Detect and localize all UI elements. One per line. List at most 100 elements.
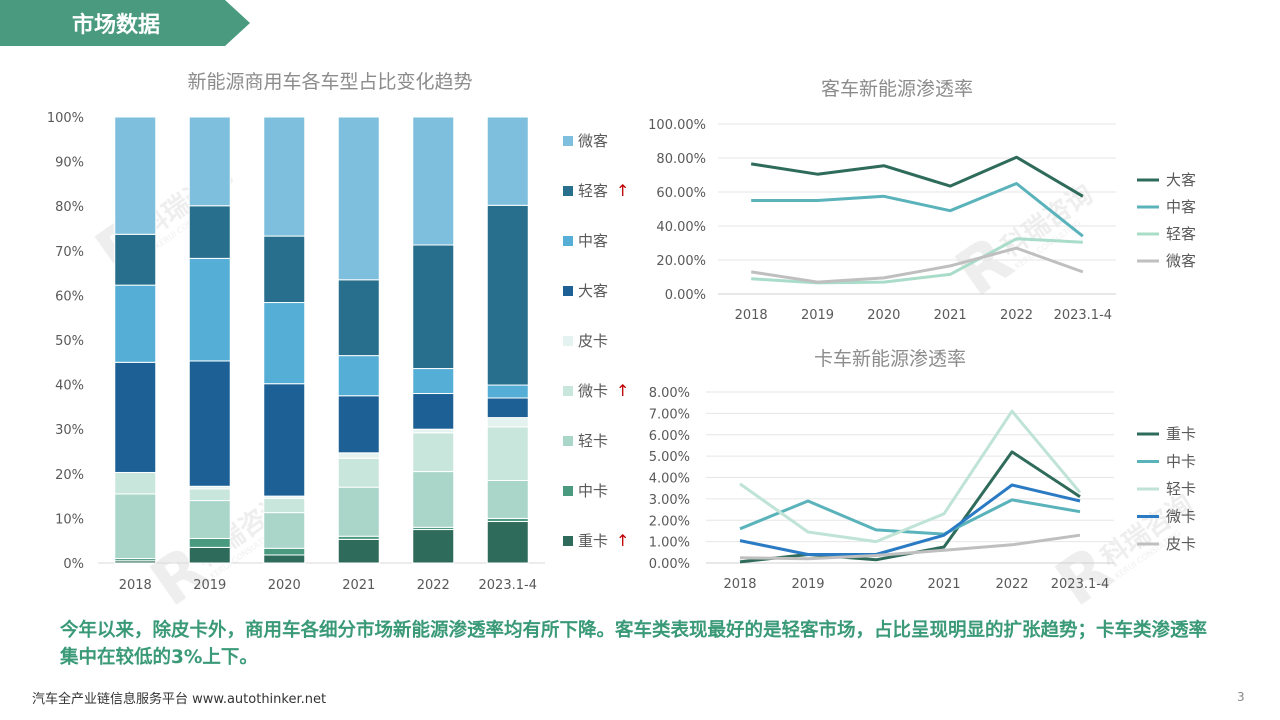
legend-swatch (563, 386, 573, 396)
legend-label: 轻客 (1166, 225, 1196, 243)
series-line (739, 409, 1082, 544)
y-tick-label: 60% (55, 289, 84, 304)
bar-segment (114, 493, 157, 560)
legend-label: 大客 (578, 282, 608, 300)
x-tick-label: 2019 (791, 577, 824, 592)
series-line (751, 237, 1083, 285)
page-number: 3 (1237, 690, 1245, 704)
y-tick-label: 40.00% (656, 220, 706, 235)
bar-segment (412, 368, 455, 395)
y-tick-label: 60.00% (656, 186, 706, 201)
y-tick-label: 0.00% (665, 288, 706, 303)
bar-segment (114, 361, 157, 473)
y-tick-label: 100% (47, 111, 84, 126)
y-tick-label: 6.00% (649, 429, 690, 444)
chart-title: 新能源商用车各车型占比变化趋势 (187, 71, 472, 93)
bar-segment (263, 383, 306, 497)
x-tick-label: 2023.1-4 (1054, 308, 1112, 323)
trend-arrow: ↑ (616, 381, 629, 400)
bar-segment (188, 500, 231, 539)
bar-segment (412, 428, 455, 434)
y-tick-label: 40% (55, 379, 84, 394)
legend-label: 重卡 (578, 532, 608, 550)
x-tick-label: 2021 (934, 308, 967, 323)
bar-segment (486, 417, 529, 428)
x-tick-label: 2018 (735, 308, 768, 323)
bar-segment (486, 116, 529, 206)
legend-swatch (563, 436, 573, 446)
chart-title: 客车新能源渗透率 (821, 78, 973, 100)
bar-segment (114, 233, 157, 286)
y-tick-label: 100.00% (648, 118, 706, 133)
bar-segment (486, 426, 529, 481)
bar-segment (337, 486, 380, 537)
y-tick-label: 3.00% (649, 493, 690, 508)
bar-segment (263, 497, 306, 514)
legend-label: 微卡 (1166, 508, 1196, 526)
legend-label: 中客 (1166, 198, 1196, 216)
y-tick-label: 30% (55, 423, 84, 438)
legend-swatch (563, 536, 573, 546)
legend-swatch (563, 236, 573, 246)
bar-segment (263, 547, 306, 556)
y-tick-label: 20.00% (656, 254, 706, 269)
y-tick-label: 0.00% (649, 557, 690, 572)
y-tick-label: 90% (55, 156, 84, 171)
y-tick-label: 70% (55, 245, 84, 260)
legend-swatch (563, 486, 573, 496)
legend-label: 大客 (1166, 171, 1196, 189)
y-tick-label: 5.00% (649, 450, 690, 465)
legend-label: 微卡 (578, 382, 608, 400)
legend-swatch (563, 186, 573, 196)
x-tick-label: 2023.1-4 (479, 578, 537, 593)
bar-segment (412, 244, 455, 370)
y-tick-label: 80% (55, 200, 84, 215)
bar-segment (486, 204, 529, 386)
x-tick-label: 2022 (1000, 308, 1033, 323)
legend-swatch (563, 136, 573, 146)
x-tick-label: 2019 (801, 308, 834, 323)
x-tick-label: 2021 (927, 577, 960, 592)
bar-segment (263, 235, 306, 304)
series-line (750, 155, 1084, 198)
bar-segment (412, 432, 455, 473)
x-tick-label: 2020 (859, 577, 892, 592)
bar-segment (114, 471, 157, 495)
bar-segment (486, 521, 529, 564)
legend-swatch (563, 336, 573, 346)
legend-label: 微客 (578, 132, 608, 150)
bar-segment (337, 538, 380, 564)
x-tick-label: 2018 (723, 577, 756, 592)
legend-label: 轻客 (578, 182, 608, 200)
x-tick-label: 2021 (342, 578, 375, 593)
series-line (739, 533, 1081, 561)
bar-segment (263, 512, 306, 549)
bar-segment (188, 537, 231, 548)
x-tick-label: 2020 (268, 578, 301, 593)
chart-title: 卡车新能源渗透率 (814, 348, 966, 370)
bar-segment (337, 452, 380, 459)
trend-arrow: ↑ (616, 531, 629, 550)
bar-segment (114, 116, 157, 235)
x-tick-label: 2020 (867, 308, 900, 323)
x-tick-label: 2018 (119, 578, 152, 593)
series-line (739, 483, 1081, 556)
legend-label: 皮卡 (578, 332, 608, 350)
bar-segment (412, 529, 455, 564)
bar-segment (188, 257, 231, 362)
truck-penetration-chart: 卡车新能源渗透率 0.00% 1.00% 2.00% 3.00% 4.00% 5.00% 6.… (649, 348, 1196, 592)
bar-segment (337, 279, 380, 357)
series-line (750, 246, 1084, 284)
bar-segment (114, 284, 157, 363)
y-tick-label: 2.00% (649, 514, 690, 529)
bar-segment (412, 116, 455, 246)
bar-segment (486, 397, 529, 419)
bar-segment (263, 554, 306, 564)
x-tick-label: 2022 (995, 577, 1028, 592)
legend-label: 中卡 (1166, 453, 1196, 471)
bar-segment (337, 395, 380, 454)
series-line (751, 182, 1084, 238)
stacked-bar-chart: 新能源商用车各车型占比变化趋势 0% 10% 20% 30% 40% 50% 60% 70% 80… (47, 71, 630, 593)
